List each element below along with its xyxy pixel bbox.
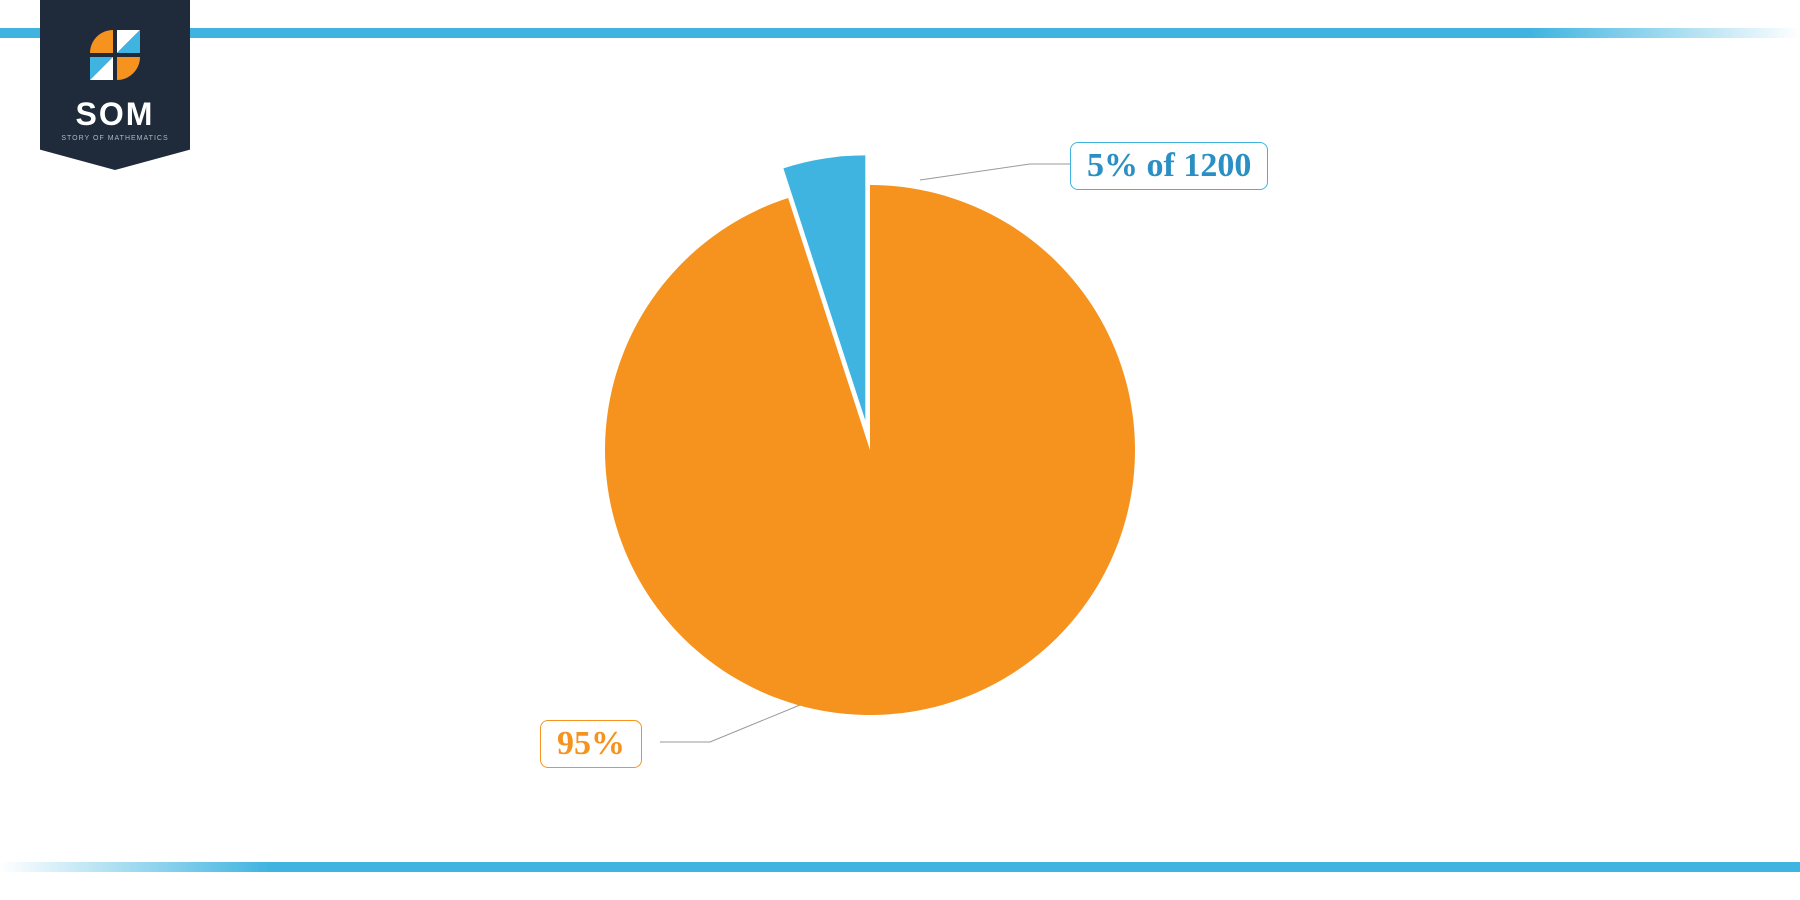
bottom-accent-bar (0, 862, 1800, 872)
leader-line-0 (660, 705, 800, 742)
logo-icon (88, 28, 142, 82)
slice-label-1: 5% of 1200 (1070, 142, 1268, 190)
logo-text-main: SOM (76, 96, 155, 133)
top-accent-bar (0, 28, 1800, 38)
slice-label-0: 95% (540, 720, 642, 768)
leader-line-1 (920, 164, 1070, 180)
pie-slice-0 (605, 185, 1135, 715)
logo-text-sub: STORY OF MATHEMATICS (61, 135, 168, 142)
pie-chart: 95% 5% of 1200 (450, 100, 1350, 800)
pie-chart-svg (450, 100, 1350, 800)
site-logo: SOM STORY OF MATHEMATICS (40, 0, 190, 170)
